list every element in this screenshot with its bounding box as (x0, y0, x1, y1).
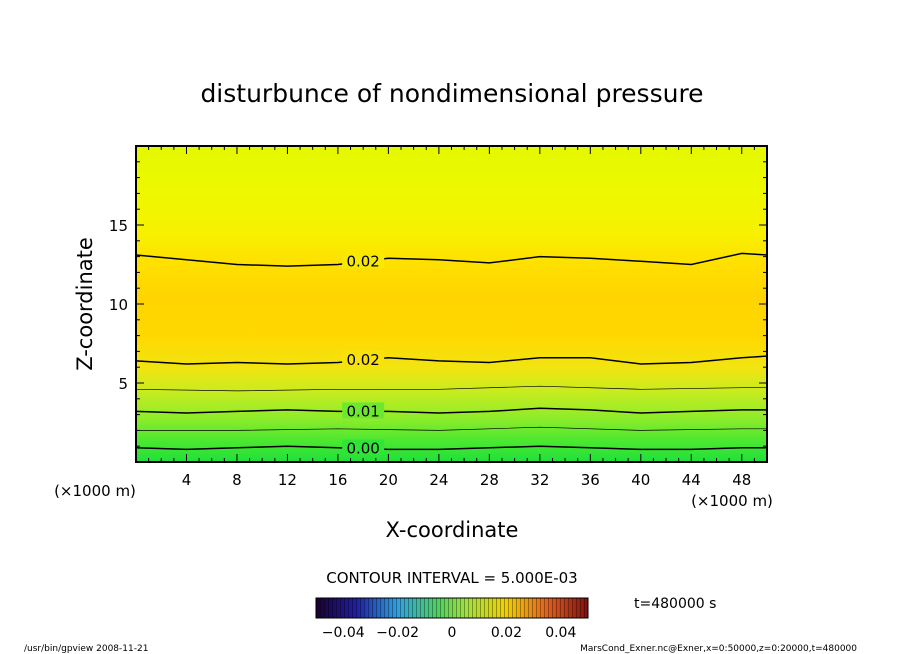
y-tick-label: 5 (118, 375, 128, 393)
chart-title: disturbunce of nondimensional pressure (200, 79, 703, 108)
contour-line (135, 407, 767, 414)
x-tick-label: 20 (379, 471, 398, 489)
x-tick-label: 32 (530, 471, 549, 489)
contour-label: 0.00 (346, 440, 379, 458)
colorbar-tick-label: −0.02 (376, 625, 419, 641)
contour-line (135, 252, 768, 267)
footer-left: /usr/bin/gpview 2008-11-21 (24, 644, 148, 654)
colorbar-tick-label: 0.02 (491, 625, 522, 641)
x-tick-label: 8 (232, 471, 242, 489)
x-tick-label: 44 (682, 471, 701, 489)
contour-label-bg (342, 351, 385, 368)
x-tick-label: 12 (278, 471, 297, 489)
x-tick-label: 24 (429, 471, 448, 489)
x-axis-ticks: 4 8 12 16 20 24 28 32 36 40 44 48 (148, 146, 755, 489)
contour-interval-label: CONTOUR INTERVAL = 5.000E-03 (326, 569, 577, 587)
x-tick-label: 48 (732, 471, 751, 489)
contour-label-bg (342, 439, 385, 456)
colorbar-tick-label: −0.04 (322, 625, 365, 641)
x-axis-unit: (×1000 m) (691, 492, 773, 510)
colorbar-frame (315, 597, 589, 619)
y-tick-label: 10 (109, 296, 128, 314)
x-axis-label: X-coordinate (386, 518, 519, 542)
y-tick-label: 15 (109, 217, 128, 235)
contour-label: 0.02 (346, 351, 379, 369)
x-tick-label: 36 (581, 471, 600, 489)
contour-label-bg (342, 252, 385, 269)
y-axis-ticks: 5 10 15 (109, 161, 767, 447)
colorbar-tick-label: 0 (448, 625, 457, 641)
x-tick-label: 28 (480, 471, 499, 489)
contour-label: 0.02 (346, 252, 379, 270)
x-tick-label: 16 (328, 471, 347, 489)
minor-contour-line (136, 426, 767, 431)
plot-field (136, 146, 767, 462)
colorbar-stripes (316, 598, 585, 618)
contour-line (135, 445, 767, 451)
y-axis-label: Z-coordinate (73, 237, 97, 371)
x-tick-label: 40 (631, 471, 650, 489)
time-label: t=480000 s (634, 596, 716, 612)
y-axis-unit: (×1000 m) (54, 482, 136, 500)
contour-line (135, 355, 768, 365)
colorbar-tick-label: 0.04 (545, 625, 576, 641)
colorbar-fill (316, 598, 588, 618)
contour-label: 0.01 (346, 402, 379, 420)
x-tick-label: 4 (182, 471, 192, 489)
contour-label-bg (342, 402, 385, 419)
footer-right: MarsCond_Exner.nc@Exner,x=0:50000,z=0:20… (580, 644, 857, 654)
colorbar-ticks: −0.04 −0.02 0 0.02 0.04 (322, 625, 577, 641)
contour-layer: 0.02 0.02 0.01 0.00 (135, 252, 768, 458)
minor-contour-line (135, 385, 767, 392)
